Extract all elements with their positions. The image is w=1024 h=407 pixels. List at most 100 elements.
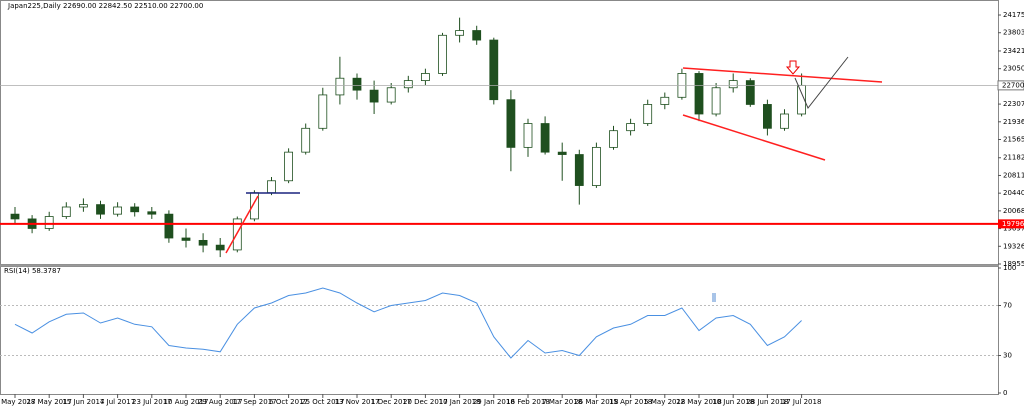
candle-body	[574, 154, 584, 186]
y-tick-label: 30	[1003, 352, 1012, 360]
candle-body	[44, 216, 54, 229]
marks: 24175.15 23803.90 23421.40 23050.15 22307.65…	[0, 11, 1024, 406]
current-price-box	[997, 80, 1024, 91]
candle-body	[489, 39, 499, 101]
trend-line	[682, 114, 826, 161]
candle-body	[369, 89, 379, 103]
y-tick-label: 19697.65	[1003, 225, 1024, 233]
y-tick-label: 19326.40	[1003, 242, 1024, 250]
candle-body	[61, 206, 71, 217]
x-tick-label: 17 Sep 2017	[232, 398, 276, 406]
x-tick-label: 4 Jul 2017	[100, 398, 135, 406]
rsi-panel	[0, 266, 999, 395]
drawings	[225, 56, 883, 302]
y-tick-label: 21565.15	[1003, 136, 1024, 144]
trend-line	[225, 195, 259, 254]
price-panel	[0, 0, 999, 265]
candle-body	[267, 180, 276, 194]
y-tick-label: 21936.40	[1003, 118, 1024, 126]
y-tick-label: 23421.40	[1003, 47, 1024, 55]
x-tick-label: 23 Jul 2017	[132, 398, 172, 406]
candle-body	[592, 146, 601, 186]
candle-body	[523, 123, 533, 148]
y-tick-label: 22307.65	[1003, 100, 1024, 108]
x-tick-label: 28 May 2017	[26, 398, 72, 406]
chart-title: Japan225,Daily 22690.00 22842.50 22510.0…	[7, 2, 203, 10]
candle-body	[540, 123, 550, 153]
x-tick-label: 22 May 2018	[676, 398, 722, 406]
candle-body	[96, 204, 105, 215]
candle-body	[113, 206, 122, 215]
y-tick-label: 23050.15	[1003, 65, 1024, 73]
y-tick-label: 70	[1003, 302, 1012, 310]
candle-body	[10, 213, 20, 220]
candle-body	[557, 151, 567, 155]
y-tick-label: 24175.15	[1003, 11, 1024, 19]
candle-body	[130, 206, 140, 213]
candle-body	[745, 80, 755, 105]
candle-body	[284, 151, 294, 182]
candle-body	[711, 87, 721, 115]
candle-body	[198, 239, 208, 246]
x-tick-label: 20 Dec 2017	[403, 398, 448, 406]
candle-body	[728, 80, 738, 89]
rsi-line	[14, 287, 802, 359]
x-tick-label: 13 Nov 2017	[335, 398, 380, 406]
candle-body	[232, 218, 242, 251]
candle-body	[763, 104, 772, 129]
x-tick-label: 16 Feb 2018	[506, 398, 550, 406]
current-price-label: 22700.00	[1002, 81, 1024, 89]
y-tick-label: 20068.90	[1003, 207, 1024, 215]
x-tick-label: 17 Jul 2018	[782, 398, 822, 406]
rsi-title: RSI(14) 58.3787	[4, 267, 61, 275]
x-tick-label: 29 Jan 2018	[473, 398, 515, 406]
candle-body	[403, 80, 413, 89]
x-tick-label: 6 Oct 2017	[269, 398, 308, 406]
support-label: 19796.79	[1002, 220, 1024, 228]
candle-body	[506, 99, 516, 148]
trend-line	[682, 67, 883, 83]
y-tick-label: 21182.65	[1003, 154, 1024, 162]
candle-body	[660, 96, 670, 105]
y-tick-label: 23803.90	[1003, 29, 1024, 37]
candle-body	[420, 73, 430, 82]
candle-body	[164, 213, 174, 239]
candle-body	[147, 211, 157, 215]
y-tick-label: 20811.40	[1003, 171, 1024, 179]
x-tick-label: 29 Aug 2017	[198, 398, 243, 406]
x-tick-label: 15 Jun 2017	[62, 398, 104, 406]
candle-body	[472, 30, 482, 41]
candle-body	[79, 204, 88, 208]
x-tick-label: 25 Oct 2017	[301, 398, 344, 406]
x-tick-label: 15 Apr 2018	[609, 398, 652, 406]
y-tick-label: 100	[1003, 264, 1016, 272]
arrow	[785, 60, 801, 75]
candle-body	[626, 123, 635, 132]
x-tick-label: 9 May 2017	[0, 398, 36, 406]
candle-body	[643, 104, 653, 124]
projection	[794, 56, 849, 109]
candle-body	[181, 237, 191, 241]
x-tick-label: 10 Jun 2018	[712, 398, 754, 406]
candle-body	[780, 113, 789, 129]
candle-body	[609, 130, 618, 148]
x-tick-label: 1 Dec 2017	[371, 398, 411, 406]
x-tick-label: 10 Jan 2018	[439, 398, 481, 406]
support-label-box	[998, 219, 1024, 229]
x-tick-label: 10 Aug 2017	[164, 398, 209, 406]
y-tick-label: 0	[1003, 389, 1007, 397]
candle-body	[694, 73, 704, 115]
candle-body	[215, 244, 225, 251]
candle-body	[318, 94, 328, 129]
candle-body	[386, 87, 396, 103]
y-tick-label: 18955.15	[1003, 260, 1024, 268]
x-tick-label: 28 Jun 2018	[746, 398, 788, 406]
candle-body	[455, 30, 465, 36]
y-tick-label: 20440.15	[1003, 189, 1024, 197]
x-tick-label: 26 Mar 2018	[574, 398, 618, 406]
candle-body	[301, 127, 311, 153]
x-tick-label: 5 May 2018	[644, 398, 685, 406]
candle-body	[335, 77, 345, 96]
candle-body	[438, 34, 447, 74]
